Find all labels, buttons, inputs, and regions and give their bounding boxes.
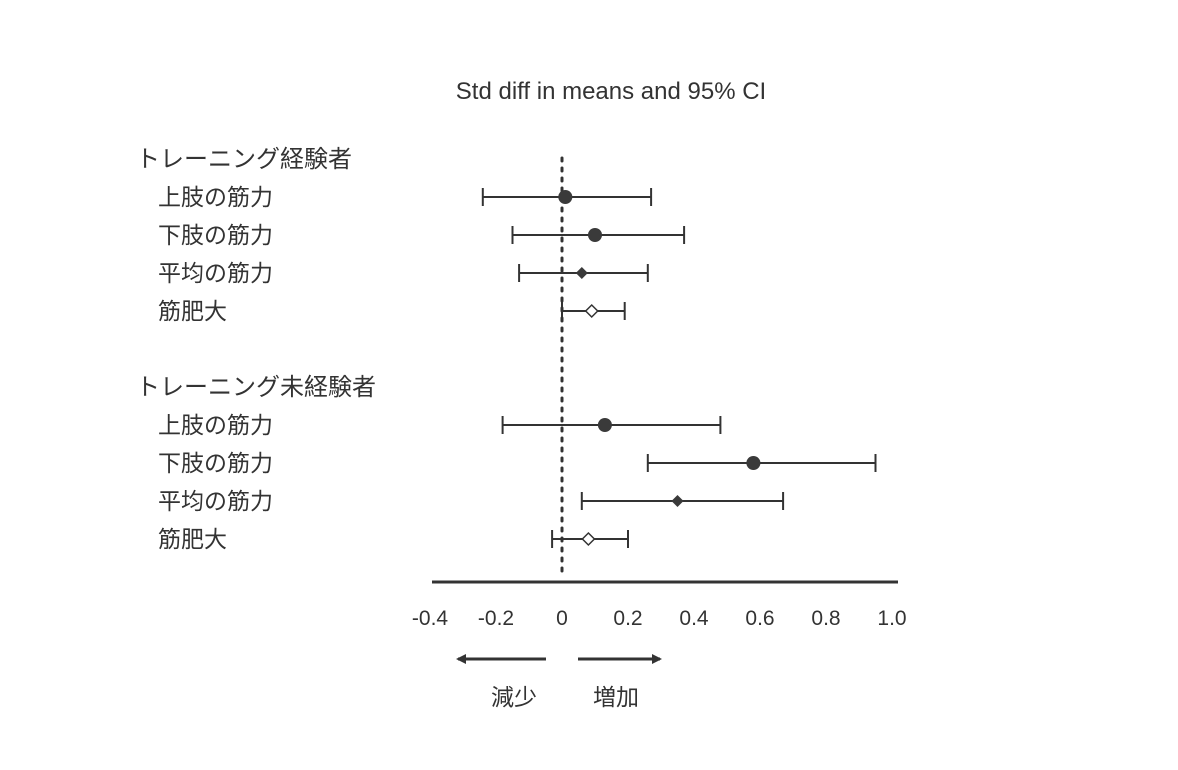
x-tick-label: 0.2 (613, 607, 642, 630)
row-label: 下肢の筋力 (158, 451, 273, 477)
increase-label: 増加 (593, 685, 639, 711)
x-tick-label: -0.4 (412, 607, 449, 630)
group-label: トレーニング未経験者 (136, 373, 376, 401)
chart-title: Std diff in means and 95% CI (456, 78, 766, 105)
point-estimate-open-diamond (584, 303, 599, 319)
point-estimate-circle (597, 418, 612, 432)
x-tick-label: 0.6 (745, 607, 774, 630)
row-label: 筋肥大 (158, 527, 227, 553)
point-estimate-circle (746, 456, 761, 470)
x-tick-label: 0.4 (679, 607, 709, 630)
x-tick-label: 0.8 (811, 607, 840, 630)
x-tick-label: -0.2 (478, 607, 514, 630)
point-estimate-diamond (575, 267, 588, 279)
group-label: トレーニング経験者 (136, 145, 352, 173)
row-label: 平均の筋力 (158, 489, 273, 515)
point-estimate-circle (558, 190, 573, 204)
plot-area: トレーニング経験者上肢の筋力下肢の筋力平均の筋力筋肥大トレーニング未経験者上肢の… (136, 145, 907, 630)
x-tick-label: 1.0 (877, 607, 906, 630)
row-label: 下肢の筋力 (158, 223, 273, 249)
x-tick-label: 0 (556, 607, 568, 630)
point-estimate-open-diamond (581, 531, 596, 547)
row-label: 筋肥大 (158, 299, 227, 325)
point-estimate-diamond (671, 495, 684, 507)
decrease-label: 減少 (491, 685, 537, 711)
row-label: 平均の筋力 (158, 261, 273, 287)
row-label: 上肢の筋力 (158, 413, 273, 439)
point-estimate-circle (588, 228, 602, 242)
row-label: 上肢の筋力 (158, 185, 273, 211)
